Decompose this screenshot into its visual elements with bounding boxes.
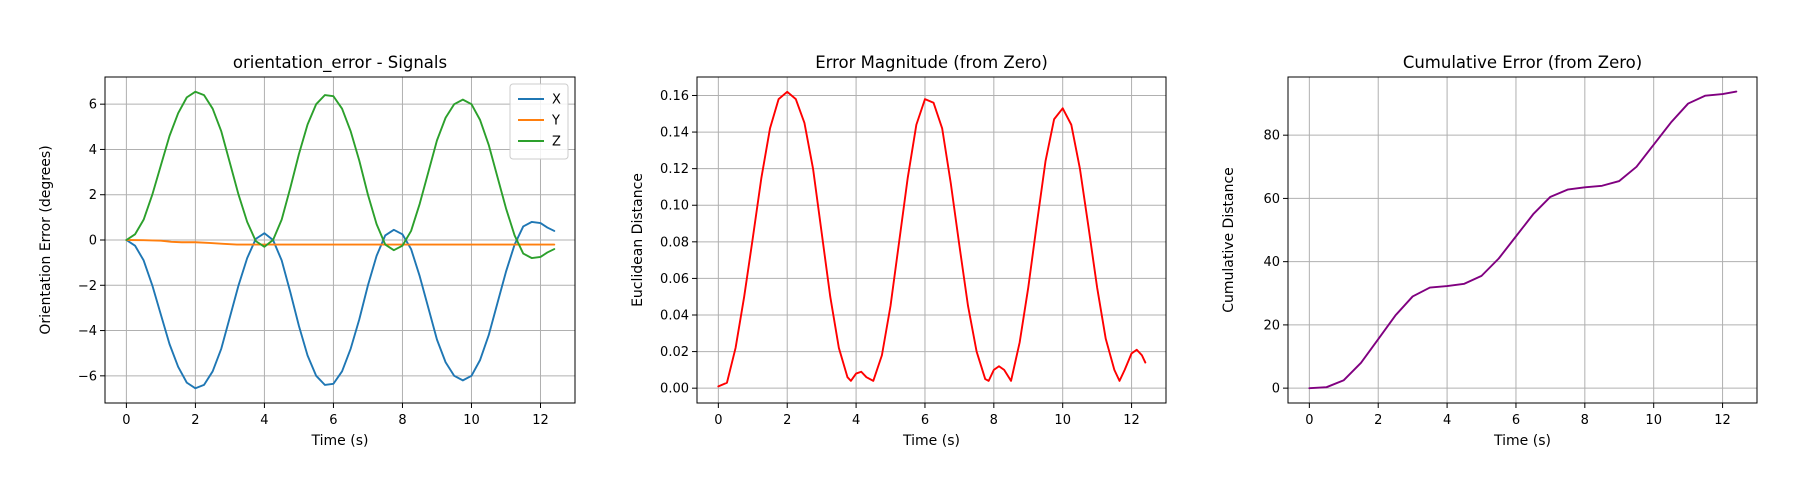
legend-label-z: Z (552, 135, 561, 150)
y-tick-label: 0 (89, 234, 97, 249)
x-axis-label: Time (s) (902, 433, 960, 449)
x-tick-label: 4 (1443, 413, 1451, 428)
y-tick-label: −2 (78, 279, 97, 294)
x-tick-label: 6 (329, 413, 337, 428)
series-line-1 (717, 90, 1147, 388)
chart-3: 0 2 4 6 8 10 12 0 20 40 60 80 Cumulative Error (from… (1221, 53, 1758, 449)
y-tick-label: 0.06 (660, 272, 689, 287)
legend: XYZ (509, 83, 569, 160)
chart-1: 0 2 4 6 8 10 12 −6 −4 −2 0 2 4 6 orientation_error - S… (38, 53, 576, 449)
x-tick-label: 4 (852, 413, 860, 428)
y-tick-label: 2 (89, 188, 97, 203)
chart-title: orientation_error - Signals (233, 53, 447, 73)
y-tick-label: 20 (1263, 318, 1280, 333)
x-tick-label: 6 (921, 413, 929, 428)
x-tick-label: 2 (191, 413, 199, 428)
y-axis-label: Orientation Error (degrees) (38, 145, 54, 334)
y-tick-label: −6 (78, 369, 97, 384)
y-tick-label: 0.14 (660, 126, 689, 141)
x-tick-label: 10 (463, 413, 480, 428)
x-tick-label: 8 (398, 413, 406, 428)
x-tick-label: 8 (990, 413, 998, 428)
x-tick-label: 12 (1123, 413, 1140, 428)
x-tick-label: 12 (532, 413, 549, 428)
y-axis-label: Euclidean Distance (630, 173, 646, 307)
x-axis-label: Time (s) (311, 433, 369, 449)
y-tick-label: 0.16 (660, 89, 689, 104)
y-axis-label: Cumulative Distance (1221, 167, 1237, 313)
x-axis-label: Time (s) (1493, 433, 1551, 449)
series-line-z (125, 90, 556, 260)
y-tick-label: 0.00 (660, 382, 689, 397)
y-tick-label: 0 (1272, 382, 1280, 397)
chart-2: 0 2 4 6 8 10 12 0.00 0.02 0.04 0.06 0.08 0.10 0.12 0.1… (630, 53, 1167, 449)
y-tick-label: 40 (1263, 255, 1280, 270)
y-tick-label: −4 (78, 324, 97, 339)
legend-label-x: X (552, 93, 561, 108)
chart-title: Error Magnitude (from Zero) (815, 53, 1048, 72)
y-tick-label: 0.12 (660, 162, 689, 177)
y-tick-label: 80 (1263, 129, 1280, 144)
x-tick-label: 4 (260, 413, 268, 428)
plot-area-frame (1287, 76, 1758, 404)
x-tick-label: 10 (1054, 413, 1071, 428)
x-tick-label: 2 (783, 413, 791, 428)
series-line-y (125, 239, 556, 246)
y-tick-label: 0.08 (660, 235, 689, 250)
y-tick-label: 6 (89, 98, 97, 113)
x-tick-label: 0 (1305, 413, 1313, 428)
x-tick-label: 8 (1581, 413, 1589, 428)
series-line-1 (1308, 90, 1738, 390)
x-tick-label: 12 (1714, 413, 1731, 428)
series-line-x (125, 220, 556, 390)
legend-label-y: Y (551, 114, 560, 129)
y-tick-label: 0.02 (660, 345, 689, 360)
y-tick-label: 0.10 (660, 199, 689, 214)
y-tick-label: 4 (89, 143, 97, 158)
x-tick-label: 0 (122, 413, 130, 428)
x-tick-label: 0 (714, 413, 722, 428)
y-tick-label: 60 (1263, 192, 1280, 207)
x-tick-label: 2 (1374, 413, 1382, 428)
plot-area-frame (696, 76, 1167, 404)
x-tick-label: 10 (1645, 413, 1662, 428)
y-tick-label: 0.04 (660, 309, 689, 324)
x-tick-label: 6 (1512, 413, 1520, 428)
chart-title: Cumulative Error (from Zero) (1403, 53, 1642, 72)
